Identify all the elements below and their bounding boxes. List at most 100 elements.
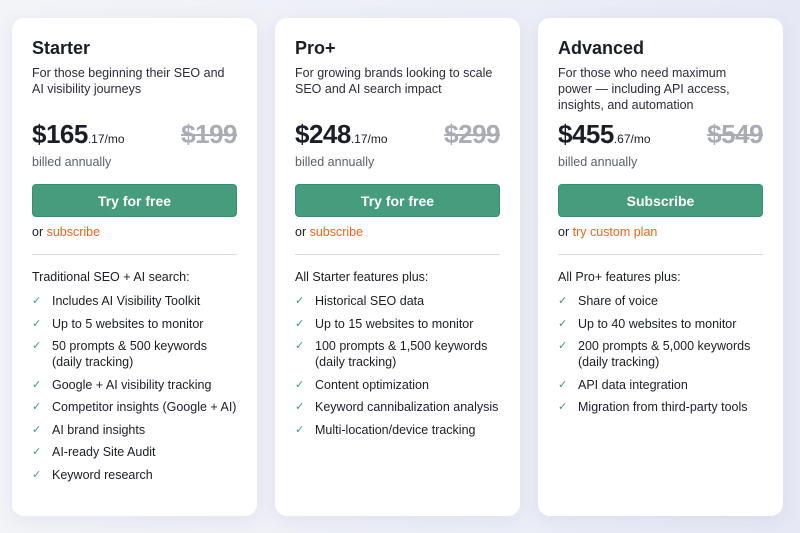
check-icon: ✓ — [32, 468, 42, 481]
feature-item: ✓ AI brand insights — [32, 422, 237, 438]
check-icon: ✓ — [295, 423, 305, 436]
price-cents: .67/mo — [613, 132, 651, 146]
check-icon: ✓ — [32, 446, 42, 458]
cta-button[interactable]: Subscribe — [558, 184, 763, 217]
feature-item: ✓ 50 prompts & 500 keywords (daily tracki… — [32, 338, 237, 370]
check-icon: ✓ — [32, 401, 42, 413]
plan-card-starter: Starter For those beginning their SEO an… — [12, 18, 257, 516]
features-header: Traditional SEO + AI search: — [32, 270, 190, 284]
feature-item: ✓ Up to 15 websites to monitor — [295, 316, 500, 332]
price-cents: .17/mo — [87, 132, 125, 146]
feature-label: 100 prompts & 1,500 keywords (daily trac… — [315, 339, 488, 369]
check-icon: ✓ — [295, 295, 305, 307]
check-icon: ✓ — [295, 378, 305, 391]
feature-list: ✓ Share of voice ✓ Up to 40 websites to mon… — [558, 293, 763, 415]
divider — [295, 254, 500, 255]
price-row: $455.67/mo $549 — [558, 119, 763, 150]
feature-item: ✓ AI-ready Site Audit — [32, 444, 237, 460]
feature-label: Keyword cannibalization analysis — [315, 400, 499, 414]
alt-option: or subscribe — [32, 225, 237, 241]
feature-label: Migration from third-party tools — [578, 400, 748, 414]
feature-item: ✓ Content optimization — [295, 377, 500, 393]
features-header: All Pro+ features plus: — [558, 270, 681, 284]
alt-option: or try custom plan — [558, 225, 763, 241]
feature-label: AI brand insights — [52, 422, 146, 437]
check-icon: ✓ — [295, 317, 305, 330]
feature-label: Up to 5 websites to monitor — [52, 316, 204, 331]
check-icon: ✓ — [558, 317, 568, 330]
check-icon: ✓ — [295, 340, 305, 352]
plan-name: Advanced — [558, 38, 645, 58]
features-header: All Starter features plus: — [295, 270, 429, 284]
original-price: $199 — [181, 119, 237, 149]
check-icon: ✓ — [558, 295, 568, 307]
check-icon: ✓ — [32, 340, 42, 352]
price: $455.67/mo — [558, 119, 651, 150]
check-icon: ✓ — [558, 340, 568, 352]
plan-card-pro: Pro+ For growing brands looking to scale… — [275, 18, 520, 516]
feature-label: Google + AI visibility tracking — [52, 377, 212, 392]
feature-item: ✓ Keyword research — [32, 467, 237, 483]
price-dollars: $165 — [32, 119, 88, 149]
feature-item: ✓ Competitor insights (Google + AI) — [32, 399, 237, 415]
plan-description: For those who need maximum power — inclu… — [558, 66, 730, 112]
check-icon: ✓ — [32, 378, 42, 391]
plan-name: Starter — [32, 38, 91, 58]
price-cents: .17/mo — [350, 132, 388, 146]
billing-note: billed annually — [32, 155, 112, 169]
feature-item: ✓ 200 prompts & 5,000 keywords (daily tra… — [558, 338, 763, 370]
feature-label: Share of voice — [578, 294, 658, 308]
feature-label: API data integration — [578, 377, 688, 392]
alt-link[interactable]: subscribe — [309, 225, 364, 239]
check-icon: ✓ — [558, 378, 568, 391]
check-icon: ✓ — [558, 401, 568, 413]
feature-label: Up to 40 websites to monitor — [578, 316, 737, 331]
alt-prefix: or — [295, 225, 310, 239]
feature-label: Keyword research — [52, 467, 153, 482]
cta-button[interactable]: Try for free — [295, 184, 500, 217]
alt-option: or subscribe — [295, 225, 500, 241]
feature-label: Historical SEO data — [315, 294, 425, 308]
feature-label: AI-ready Site Audit — [52, 445, 156, 459]
plan-name: Pro+ — [295, 38, 336, 58]
alt-link[interactable]: subscribe — [46, 225, 101, 239]
price-dollars: $455 — [558, 119, 614, 149]
price: $248.17/mo — [295, 119, 388, 150]
price-row: $165.17/mo $199 — [32, 119, 237, 150]
feature-label: 50 prompts & 500 keywords (daily trackin… — [52, 339, 207, 369]
feature-label: 200 prompts & 5,000 keywords (daily trac… — [578, 339, 751, 369]
billing-note: billed annually — [558, 155, 638, 169]
feature-item: ✓ Share of voice — [558, 293, 763, 309]
check-icon: ✓ — [32, 423, 42, 436]
feature-label: Up to 15 websites to monitor — [315, 316, 474, 331]
feature-item: ✓ 100 prompts & 1,500 keywords (daily tra… — [295, 338, 500, 370]
feature-item: ✓ Up to 40 websites to monitor — [558, 316, 763, 332]
feature-item: ✓ API data integration — [558, 377, 763, 393]
feature-item: ✓ Migration from third-party tools — [558, 399, 763, 415]
original-price: $299 — [444, 119, 500, 149]
plan-description: For growing brands looking to scale SEO … — [295, 66, 493, 96]
feature-label: Includes AI Visibility Toolkit — [52, 294, 201, 308]
alt-prefix: or — [558, 225, 573, 239]
feature-item: ✓ Google + AI visibility tracking — [32, 377, 237, 393]
billing-note: billed annually — [295, 155, 375, 169]
cta-button[interactable]: Try for free — [32, 184, 237, 217]
plan-description: For those beginning their SEO and AI vis… — [32, 66, 225, 96]
price-row: $248.17/mo $299 — [295, 119, 500, 150]
feature-label: Competitor insights (Google + AI) — [52, 400, 237, 414]
divider — [558, 254, 763, 255]
feature-item: ✓ Multi-location/device tracking — [295, 422, 500, 438]
divider — [32, 254, 237, 255]
feature-list: ✓ Includes AI Visibility Toolkit ✓ Up to 5 … — [32, 293, 237, 483]
check-icon: ✓ — [32, 295, 42, 307]
check-icon: ✓ — [32, 317, 42, 330]
check-icon: ✓ — [295, 401, 305, 413]
alt-link[interactable]: try custom plan — [572, 225, 658, 239]
feature-item: ✓ Includes AI Visibility Toolkit — [32, 293, 237, 309]
plan-card-advanced: Advanced For those who need maximum powe… — [538, 18, 783, 516]
feature-item: ✓ Keyword cannibalization analysis — [295, 399, 500, 415]
original-price: $549 — [707, 119, 763, 149]
alt-prefix: or — [32, 225, 47, 239]
feature-item: ✓ Up to 5 websites to monitor — [32, 316, 237, 332]
price-dollars: $248 — [295, 119, 351, 149]
